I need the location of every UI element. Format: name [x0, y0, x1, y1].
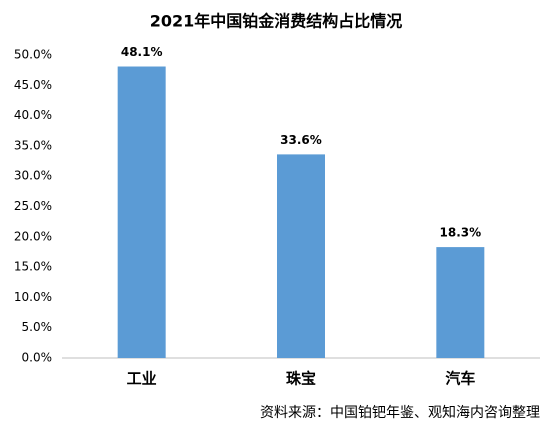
x-tick-label: 工业: [127, 370, 157, 388]
y-tick-label: 45.0%: [14, 78, 52, 92]
chart-title: 2021年中国铂金消费结构占比情况: [150, 12, 403, 31]
x-tick-label: 汽车: [445, 370, 475, 388]
bar: [436, 247, 485, 358]
x-tick-label: 珠宝: [286, 370, 316, 388]
y-tick-label: 30.0%: [14, 169, 52, 183]
y-tick-label: 50.0%: [14, 48, 52, 62]
y-tick-label: 0.0%: [22, 351, 53, 365]
y-tick-label: 25.0%: [14, 199, 52, 213]
y-tick-label: 20.0%: [14, 229, 52, 243]
y-tick-label: 10.0%: [14, 290, 52, 304]
bar: [117, 66, 166, 358]
data-label: 48.1%: [121, 45, 163, 59]
data-label: 33.6%: [280, 133, 322, 147]
bar: [277, 154, 325, 358]
y-tick-label: 5.0%: [22, 320, 53, 334]
data-label: 18.3%: [440, 226, 482, 240]
y-tick-label: 35.0%: [14, 138, 52, 152]
y-tick-label: 40.0%: [14, 108, 52, 122]
source-note: 资料来源：中国铂钯年鉴、观知海内咨询整理: [260, 404, 540, 421]
y-tick-label: 15.0%: [14, 260, 52, 274]
